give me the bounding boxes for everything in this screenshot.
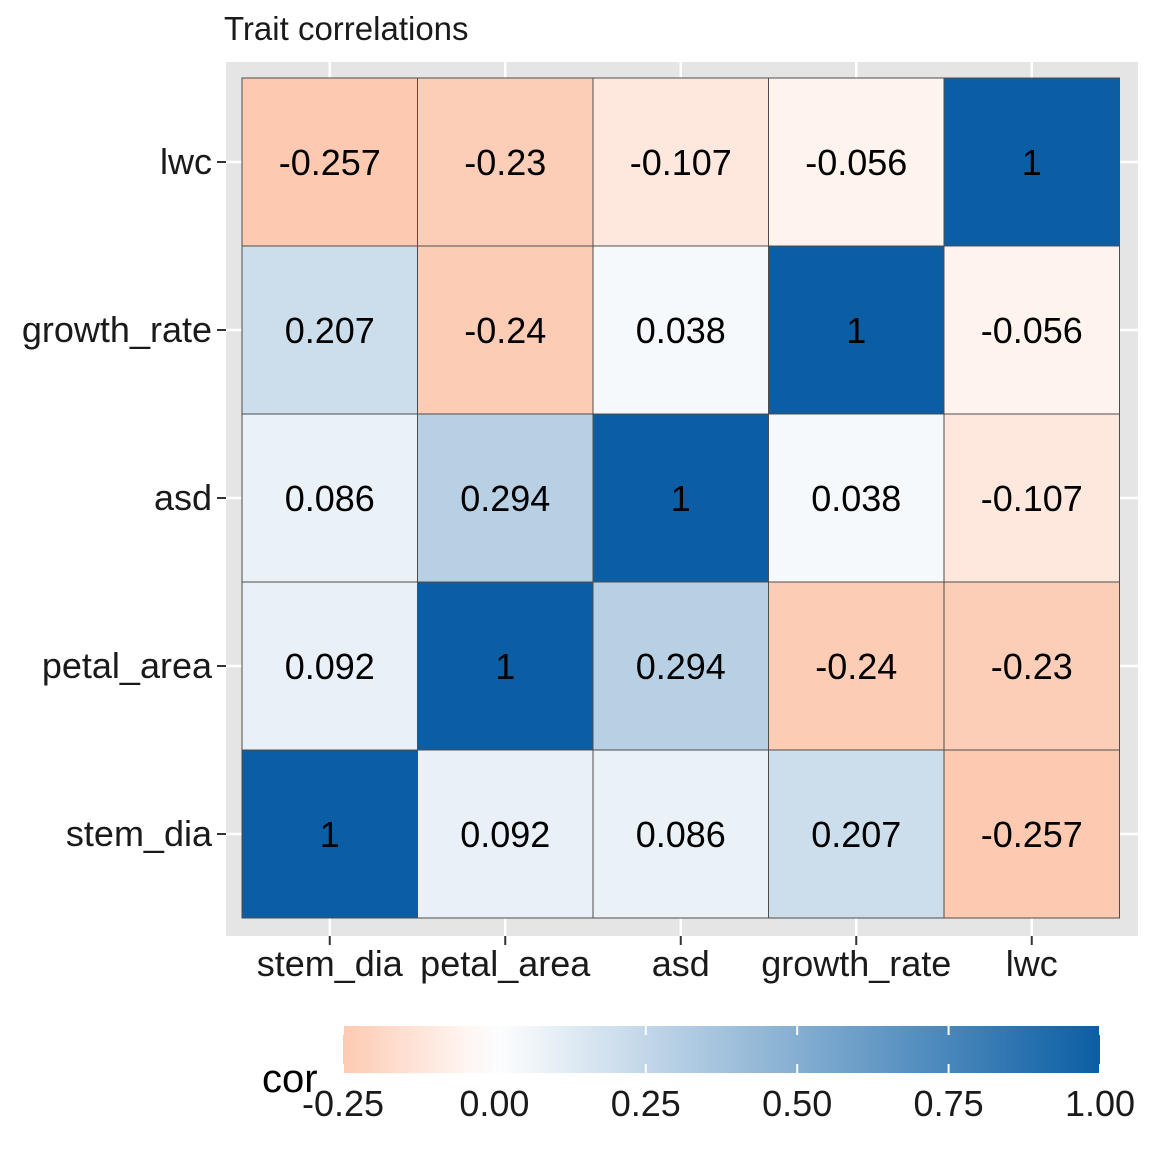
heatmap-cell [417, 749, 594, 919]
cell-value-label: -0.056 [805, 142, 907, 183]
cell-value-label: 0.086 [285, 478, 375, 519]
cell-value-label: -0.24 [464, 310, 546, 351]
legend-tick-label: 1.00 [1065, 1083, 1135, 1124]
legend-title: cor [262, 1057, 318, 1101]
x-tick-label: stem_dia [257, 943, 404, 984]
color-legend: cor-0.25 0.00 0.25 0.50 0.75 1.00 [262, 1026, 1135, 1124]
cell-value-label: 0.207 [285, 310, 375, 351]
cell-value-label: 0.207 [811, 814, 901, 855]
cell-value-label: 0.294 [460, 478, 550, 519]
legend-tick-label: 0.00 [459, 1083, 529, 1124]
cell-value-label: -0.23 [991, 646, 1073, 687]
heatmap-cell [768, 581, 945, 751]
y-axis: stem_dia petal_area asd growth_rate lwc [22, 141, 226, 854]
heatmap-cell [768, 413, 945, 583]
heatmap-cell [417, 245, 594, 415]
x-tick-label: growth_rate [761, 943, 951, 984]
heatmap-cell [417, 77, 594, 247]
x-tick-label: lwc [1006, 943, 1058, 984]
heatmap-cell [417, 413, 594, 583]
heatmap-cell [943, 749, 1120, 919]
heatmap-cell [592, 245, 769, 415]
legend-tick-label: -0.25 [302, 1083, 384, 1124]
heatmap-cell [943, 581, 1120, 751]
heatmap-cell [592, 77, 769, 247]
legend-colorbar [343, 1026, 1100, 1073]
x-axis: stem_dia petal_area asd growth_rate lwc [257, 936, 1058, 984]
cell-value-label: -0.107 [630, 142, 732, 183]
heatmap-cell [768, 77, 945, 247]
x-tick-label: petal_area [420, 943, 591, 984]
cell-value-label: 1 [1022, 142, 1042, 183]
cell-value-label: 0.086 [636, 814, 726, 855]
y-tick-label: asd [154, 477, 212, 518]
cell-value-label: 0.294 [636, 646, 726, 687]
heatmap-cell [241, 749, 418, 919]
chart-title: Trait correlations [224, 10, 469, 47]
cell-value-label: 0.092 [460, 814, 550, 855]
heatmap-cell [417, 581, 594, 751]
heatmap-cell [241, 581, 418, 751]
heatmap-cell [768, 749, 945, 919]
legend-tick-label: 0.75 [914, 1083, 984, 1124]
legend-tick-label: 0.25 [611, 1083, 681, 1124]
heatmap-cell [592, 749, 769, 919]
heatmap-cell [241, 245, 418, 415]
cell-value-label: 0.038 [811, 478, 901, 519]
heatmap-cell [943, 77, 1120, 247]
heatmap-cell [943, 245, 1120, 415]
cell-value-label: 1 [846, 310, 866, 351]
x-tick-label: asd [652, 943, 710, 984]
cell-value-label: 1 [495, 646, 515, 687]
heatmap-cell [943, 413, 1120, 583]
cell-value-label: -0.257 [981, 814, 1083, 855]
y-tick-label: stem_dia [66, 813, 213, 854]
cell-value-label: -0.257 [279, 142, 381, 183]
cell-value-label: 0.092 [285, 646, 375, 687]
y-tick-label: petal_area [42, 645, 213, 686]
legend-tick-label: 0.50 [762, 1083, 832, 1124]
cell-value-label: 1 [320, 814, 340, 855]
cell-value-label: 0.038 [636, 310, 726, 351]
cell-value-label: -0.107 [981, 478, 1083, 519]
y-tick-label: growth_rate [22, 309, 212, 350]
y-tick-label: lwc [160, 141, 212, 182]
cell-value-label: -0.24 [815, 646, 897, 687]
cell-value-label: 1 [671, 478, 691, 519]
cell-value-label: -0.056 [981, 310, 1083, 351]
heatmap-cell [592, 413, 769, 583]
cell-value-label: -0.23 [464, 142, 546, 183]
heatmap-cells: 1 0.092 0.086 0.207 -0.257 0.092 1 0.294 -0.24 -0… [241, 77, 1120, 919]
